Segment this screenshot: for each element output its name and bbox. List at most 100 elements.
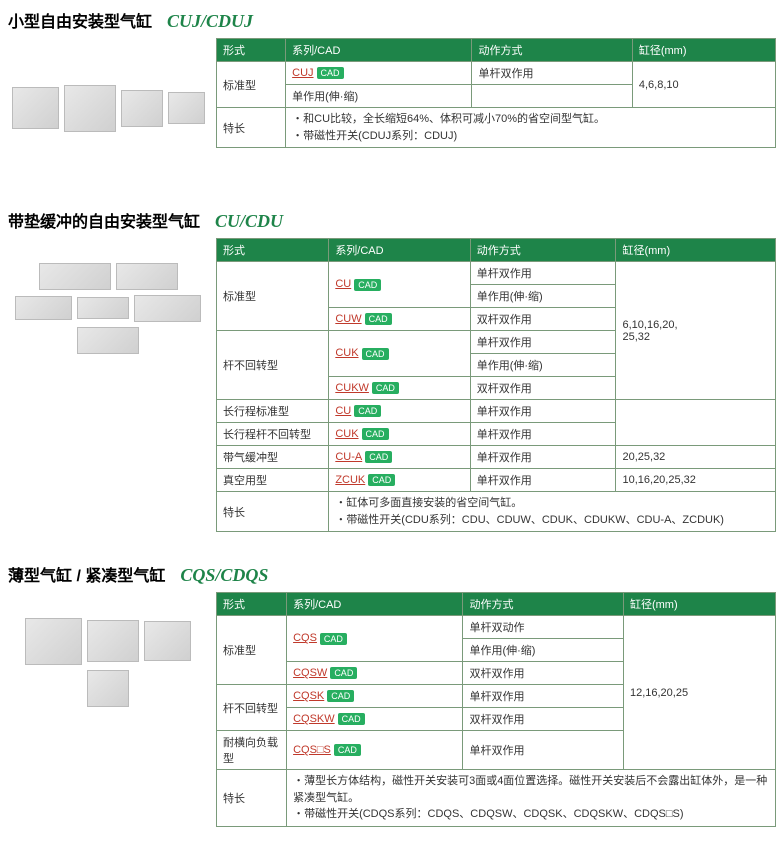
col-type: 形式 [217, 239, 329, 262]
cell-action: 单杆双作用 [470, 400, 616, 423]
cell-type: 标准型 [217, 262, 329, 331]
series-link[interactable]: CUK [335, 428, 358, 440]
table-row: 长行程标准型CUCAD单杆双作用 [217, 400, 776, 423]
col-series: 系列/CAD [329, 239, 470, 262]
feature-row: 特长・薄型长方体结构，磁性开关安装可3面或4面位置选择。磁性开关安装后不会露出缸… [217, 770, 776, 827]
col-action: 动作方式 [470, 239, 616, 262]
cell-action: 单杆双作用 [470, 423, 616, 446]
col-bore: 缸径(mm) [616, 239, 776, 262]
feature-cell: ・和CU比较，全长缩短64%、体积可减小70%的省空间型气缸。・带磁性开关(CD… [286, 108, 776, 148]
cell-bore: 12,16,20,25 [623, 616, 775, 770]
cell-action: 单杆双作用 [463, 731, 624, 770]
series-link[interactable]: CQSK [293, 690, 324, 702]
cad-badge[interactable]: CAD [354, 405, 381, 417]
series-link[interactable]: CUK [335, 347, 358, 359]
cell-type: 带气缓冲型 [217, 446, 329, 469]
cell-bore: 6,10,16,20, 25,32 [616, 262, 776, 400]
cell-action: 单杆双作用 [463, 685, 624, 708]
title-jp: 带垫缓冲的自由安装型气缸 [8, 214, 200, 231]
title-code: CUJ/CDUJ [167, 11, 253, 31]
feature-row: 特长・缸体可多面直接安装的省空间气缸。・带磁性开关(CDU系列：CDU、CDUW… [217, 492, 776, 532]
cell-type: 杆不回转型 [217, 685, 287, 731]
cad-badge[interactable]: CAD [317, 67, 344, 79]
cell-action: 单作用(伸·缩) [470, 285, 616, 308]
section: 带垫缓冲的自由安装型气缸CU/CDU形式系列/CAD动作方式缸径(mm)标准型C… [8, 208, 776, 532]
cell-series: CUCAD [329, 262, 470, 308]
series-link[interactable]: CQSW [293, 667, 327, 679]
feature-cell: ・缸体可多面直接安装的省空间气缸。・带磁性开关(CDU系列：CDU、CDUW、C… [329, 492, 776, 532]
cell-type: 长行程杆不回转型 [217, 423, 329, 446]
product-image [8, 38, 208, 178]
cad-badge[interactable]: CAD [365, 313, 392, 325]
cell-type: 长行程标准型 [217, 400, 329, 423]
table-row: 标准型CUCAD单杆双作用6,10,16,20, 25,32 [217, 262, 776, 285]
series-link[interactable]: CU-A [335, 451, 362, 463]
col-series: 系列/CAD [286, 39, 472, 62]
cell-action: 单杆双作用 [470, 262, 616, 285]
cad-badge[interactable]: CAD [362, 348, 389, 360]
spec-table: 形式系列/CAD动作方式缸径(mm)标准型CUCAD单杆双作用6,10,16,2… [216, 238, 776, 532]
feature-cell: ・薄型长方体结构，磁性开关安装可3面或4面位置选择。磁性开关安装后不会露出缸体外… [287, 770, 776, 827]
title-jp: 薄型气缸 / 紧凑型气缸 [8, 568, 165, 585]
title-code: CQS/CDQS [180, 565, 268, 585]
series-link[interactable]: CUJ [292, 67, 313, 79]
table-row: 标准型CQSCAD单杆双动作12,16,20,25 [217, 616, 776, 639]
col-series: 系列/CAD [287, 593, 463, 616]
cell-series: CUW CAD [329, 308, 470, 331]
col-action: 动作方式 [463, 593, 624, 616]
cad-badge[interactable]: CAD [330, 667, 357, 679]
cell-type: 杆不回转型 [217, 331, 329, 400]
cad-badge[interactable]: CAD [368, 474, 395, 486]
series-link[interactable]: CUKW [335, 382, 369, 394]
cell-series: CQSCAD [287, 616, 463, 662]
cell-action: 单作用(伸·缩) [286, 85, 472, 108]
cell-action: 单杆双作用 [470, 469, 616, 492]
cad-badge[interactable]: CAD [365, 451, 392, 463]
cad-badge[interactable]: CAD [327, 690, 354, 702]
series-link[interactable]: CU [335, 405, 351, 417]
table-row: 标准型CUJCAD单杆双作用4,6,8,10 [217, 62, 776, 85]
cell-action: 单杆双作用 [472, 62, 632, 85]
cad-badge[interactable]: CAD [362, 428, 389, 440]
cell-action: 单作用(伸·缩) [470, 354, 616, 377]
section-title: 薄型气缸 / 紧凑型气缸 CQS/CDQS [8, 562, 776, 586]
cell-series: CQSWCAD [287, 662, 463, 685]
cad-badge[interactable]: CAD [372, 382, 399, 394]
cad-badge[interactable]: CAD [320, 633, 347, 645]
table-row: 带气缓冲型 CU-ACAD 单杆双作用20,25,32 [217, 446, 776, 469]
title-code: CU/CDU [215, 211, 283, 231]
cell-bore: 20,25,32 [616, 446, 776, 469]
cell-action: 双杆双作用 [463, 708, 624, 731]
table-row: 真空用型ZCUKCAD单杆双作用10,16,20,25,32 [217, 469, 776, 492]
cad-badge[interactable]: CAD [354, 279, 381, 291]
series-link[interactable]: ZCUK [335, 474, 365, 486]
cell-series: CUK CAD [329, 331, 470, 377]
series-link[interactable]: CU [335, 278, 351, 290]
cad-badge[interactable]: CAD [334, 744, 361, 756]
spec-table: 形式系列/CAD动作方式缸径(mm)标准型CQSCAD单杆双动作12,16,20… [216, 592, 776, 827]
col-type: 形式 [217, 39, 286, 62]
section: 小型自由安装型气缸CUJ/CDUJ形式系列/CAD动作方式缸径(mm)标准型CU… [8, 8, 776, 178]
series-link[interactable]: CQS [293, 632, 317, 644]
cell-series: CUJ CAD [286, 62, 472, 85]
cell-action: 单作用(伸·缩) [463, 639, 624, 662]
feature-row: 特长・和CU比较，全长缩短64%、体积可减小70%的省空间型气缸。・带磁性开关(… [217, 108, 776, 148]
cell-action: 双杆双作用 [463, 662, 624, 685]
cell-series: CQSKCAD [287, 685, 463, 708]
cell-action: 双杆双作用 [470, 377, 616, 400]
section-title: 带垫缓冲的自由安装型气缸 CU/CDU [8, 208, 776, 232]
cell-type: 标准型 [217, 62, 286, 108]
col-bore: 缸径(mm) [623, 593, 775, 616]
cell-type: 真空用型 [217, 469, 329, 492]
cell-action: 双杆双作用 [470, 308, 616, 331]
cell-series: CUCAD [329, 400, 470, 423]
cell-action: 单杆双动作 [463, 616, 624, 639]
cell-series: ZCUKCAD [329, 469, 470, 492]
cell-series: CUK CAD [329, 423, 470, 446]
cell-action: 单杆双作用 [470, 446, 616, 469]
col-bore: 缸径(mm) [632, 39, 775, 62]
series-link[interactable]: CQS□S [293, 744, 331, 756]
feature-label: 特长 [217, 108, 286, 148]
series-link[interactable]: CUW [335, 313, 361, 325]
cell-series: CQSKWCAD [287, 708, 463, 731]
